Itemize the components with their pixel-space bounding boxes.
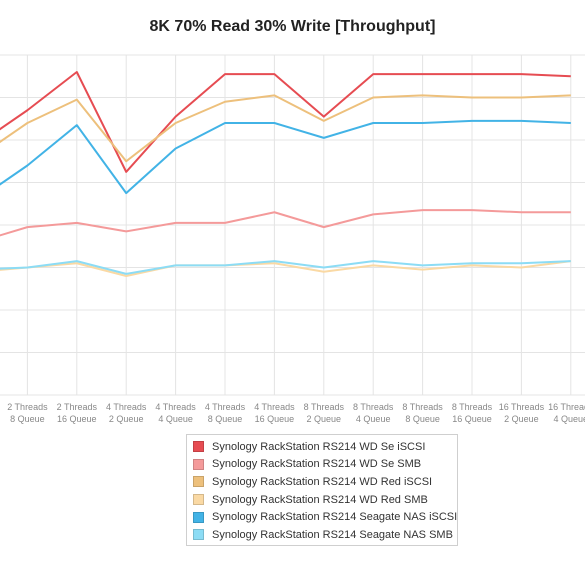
legend-swatch — [193, 529, 204, 541]
x-tick-label: 4 Threads 16 Queue — [254, 402, 295, 424]
series-line — [0, 119, 571, 195]
legend-swatch — [193, 476, 204, 488]
series-line — [0, 260, 571, 275]
series-line — [0, 260, 571, 277]
legend-label: Synology RackStation RS214 Seagate NAS i… — [212, 511, 458, 524]
x-tick-label: 8 Threads 16 Queue — [452, 402, 493, 424]
series-line — [0, 71, 571, 173]
series-line — [0, 94, 571, 163]
x-tick-label: 8 Threads 8 Queue — [402, 402, 443, 424]
series-line — [0, 209, 571, 237]
legend-item[interactable]: Synology RackStation RS214 Seagate NAS S… — [193, 526, 457, 544]
legend-swatch — [193, 511, 204, 523]
legend-item[interactable]: Synology RackStation RS214 WD Se iSCSI — [193, 438, 457, 456]
x-tick-label: 8 Threads 2 Queue — [304, 402, 345, 424]
legend-label: Synology RackStation RS214 Seagate NAS S… — [212, 528, 453, 541]
legend-label: Synology RackStation RS214 WD Se iSCSI — [212, 440, 426, 453]
x-tick-label: 4 Threads 4 Queue — [155, 402, 196, 424]
legend-item[interactable]: Synology RackStation RS214 WD Red SMB — [193, 491, 457, 509]
x-tick-label: 16 Threads 2 Queue — [499, 402, 545, 424]
series-lines — [0, 71, 571, 277]
legend-item[interactable]: Synology RackStation RS214 WD Red iSCSI — [193, 473, 457, 491]
x-tick-label: 8 Threads 4 Queue — [353, 402, 394, 424]
legend-swatch — [193, 494, 204, 506]
legend-label: Synology RackStation RS214 WD Se SMB — [212, 458, 422, 471]
legend-item[interactable]: Synology RackStation RS214 WD Se SMB — [193, 456, 457, 474]
x-tick-label: 4 Threads 8 Queue — [205, 402, 246, 424]
legend-label: Synology RackStation RS214 WD Red SMB — [212, 493, 428, 506]
legend-label: Synology RackStation RS214 WD Red iSCSI — [212, 475, 433, 488]
legend-item[interactable]: Synology RackStation RS214 Seagate NAS i… — [193, 508, 457, 526]
legend-swatch — [193, 458, 204, 470]
legend-swatch — [193, 441, 204, 453]
x-tick-label: 4 Threads 2 Queue — [106, 402, 147, 424]
x-tick-label: 2 Threads 8 Queue — [7, 402, 48, 424]
legend: Synology RackStation RS214 WD Se iSCSI S… — [186, 434, 458, 546]
x-tick-label: 2 Threads 16 Queue — [57, 402, 98, 424]
grid-lines — [0, 54, 585, 396]
chart-title: 8K 70% Read 30% Write [Throughput] — [149, 18, 436, 35]
